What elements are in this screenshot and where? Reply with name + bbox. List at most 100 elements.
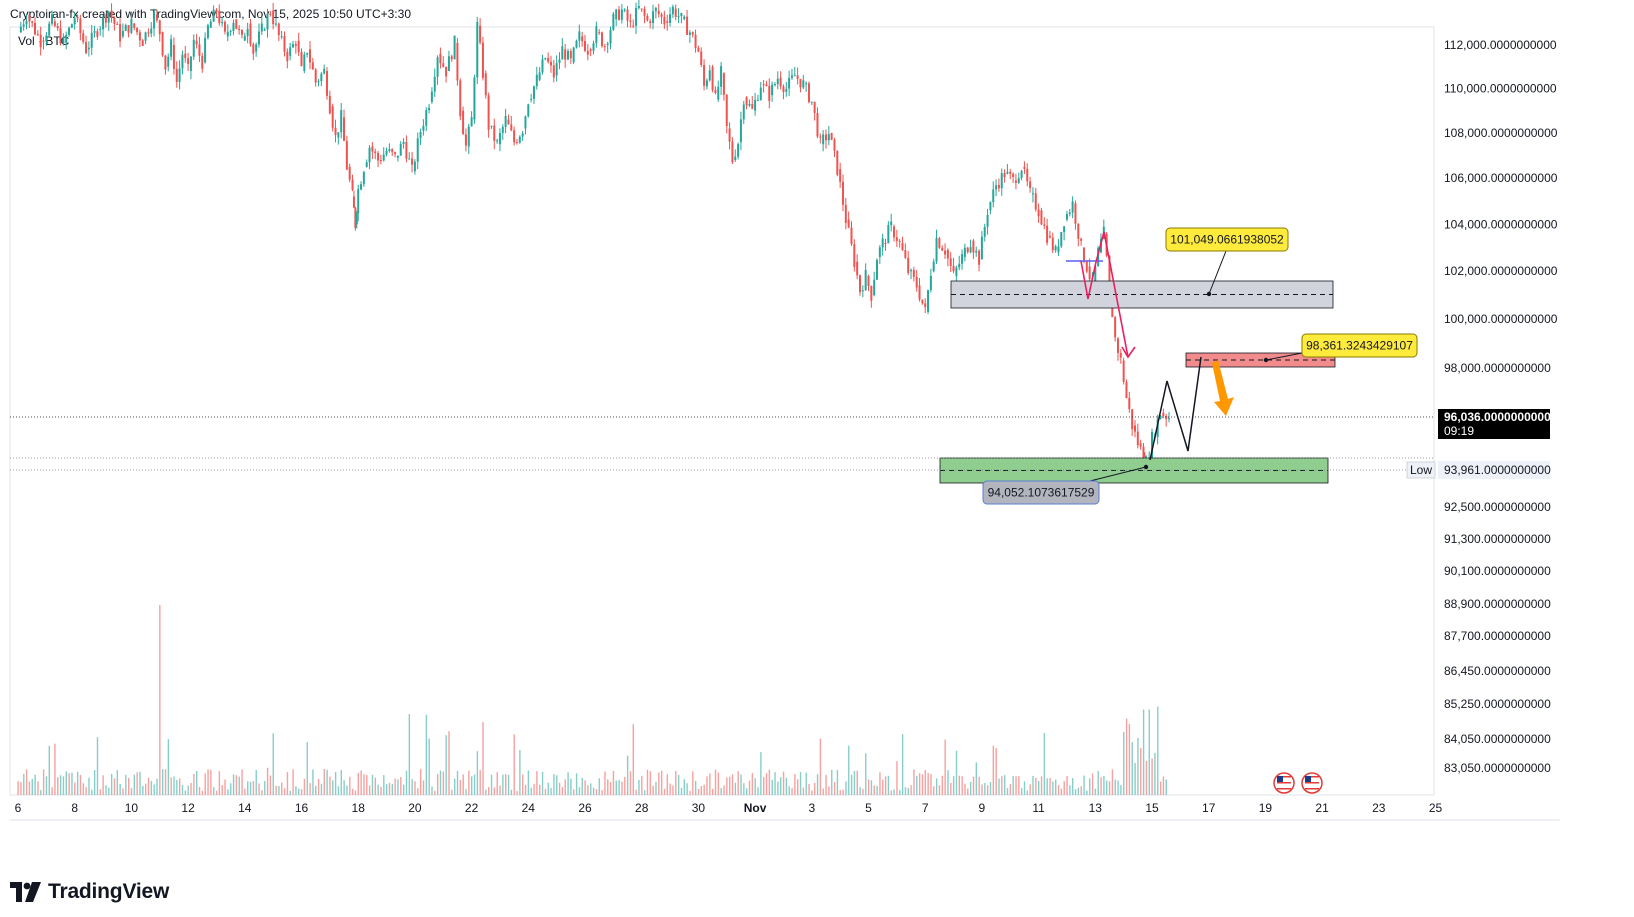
volume-bar [663,788,666,795]
volume-bar [1063,781,1065,795]
candle-body [238,28,241,31]
candle-body [688,32,691,35]
drawings-layer[interactable] [10,231,1434,484]
volume-bar [890,790,892,795]
volume-bar [76,771,79,795]
volume-bar [510,789,513,795]
volume-bar [649,771,652,795]
candle-body [1003,173,1006,178]
candle-body [618,9,621,20]
volume-bar [419,769,422,795]
candle-body [654,7,657,12]
volume-bar [456,770,459,795]
current-price-tag[interactable] [1438,409,1550,439]
flag-canton [1305,776,1311,782]
volume-bar [1080,786,1082,795]
us-event-flag-icon[interactable] [1273,772,1295,794]
callout-gray-zone-box[interactable] [1165,227,1289,252]
pattern-arrowhead [1121,346,1136,359]
volume-bar [870,780,873,795]
candle-body [566,50,569,60]
candle-body [1133,425,1136,432]
volume-bar [961,776,963,795]
volume-bar [692,771,694,795]
volume-bar [527,770,530,795]
volume-bar [995,748,997,795]
time-tick-label: 9 [979,801,986,815]
volume-bar [1159,781,1162,795]
volume-bar [187,785,189,795]
volume-bar [1069,785,1071,795]
tradingview-logo[interactable]: TradingView [10,880,169,904]
candle-body [479,25,482,43]
price-axis[interactable]: 112,000.0000000000 110,000.0000000000 108,… [1444,38,1558,775]
candle-body [484,73,487,96]
projected-drop-arrow [1212,360,1234,416]
candle-body [360,184,363,190]
volume-bar [388,782,391,795]
candle-body [697,48,700,52]
volume-bar [816,774,819,795]
plot-area[interactable] [9,26,1435,796]
volume-bar [899,790,901,795]
candle-body [428,107,431,111]
candle-body [79,18,82,34]
volume-bar [459,780,462,795]
callout-red-zone-box[interactable] [1301,333,1418,358]
volume-bar [1060,788,1063,795]
candle-body [184,53,187,59]
candle-body [524,116,527,129]
candle-body [481,42,484,78]
volume-bar [808,783,810,795]
candle-body [711,66,714,90]
volume-bar [453,778,456,795]
volume-bar [1029,784,1031,795]
candle-body [175,68,178,83]
callout-red-zone-anchor [1263,357,1269,363]
volume-bar [329,776,331,795]
candle-body [918,285,921,300]
volume-bar [575,773,578,795]
volume-bar [825,774,827,795]
candle-body [873,279,876,296]
candle-body [1029,181,1032,189]
volume-bar [1100,777,1102,795]
candle-body [589,49,592,51]
time-tick-label: 13 [1089,801,1103,815]
price-tick-label: 87,700.0000000000 [1444,629,1551,643]
volume-bar [445,735,447,795]
price-tick-label: 83,050.0000000000 [1444,761,1551,775]
volume-bar [595,789,598,795]
volume-bar [499,785,501,795]
candle-body [983,226,986,237]
volume-bar [975,762,978,795]
volume-bar [853,770,856,795]
candle-body [1037,209,1040,217]
candle-body [221,21,224,24]
time-axis[interactable]: 6 8 10 12 14 16 18 20 22 24 26 28 30 Nov 3 5 7 9 11 13 15 17 1… [15,801,1443,815]
callout-green-zone-box[interactable] [982,480,1100,505]
candle-body [609,29,612,44]
volume-bar [831,769,833,795]
candle-body [462,110,465,135]
volume-bar [170,777,172,795]
candle-body [603,46,606,48]
volume-bar [102,775,104,795]
volume-bar [105,785,107,795]
volume-bar [978,776,980,795]
price-tick-label: 91,300.0000000000 [1444,532,1551,546]
volume-bar [346,785,348,795]
candle-body [1051,237,1054,251]
volume-bar [706,776,708,795]
volume-bar [264,781,266,795]
candle-body [56,26,59,29]
volume-bar [1091,773,1094,795]
candle-body [816,113,819,137]
volume-bar [621,781,623,795]
volume-bar [1083,775,1085,795]
us-event-flag-icon[interactable] [1301,772,1323,794]
candle-body [637,5,640,9]
volume-bar [1128,723,1131,795]
candle-body [90,32,93,48]
